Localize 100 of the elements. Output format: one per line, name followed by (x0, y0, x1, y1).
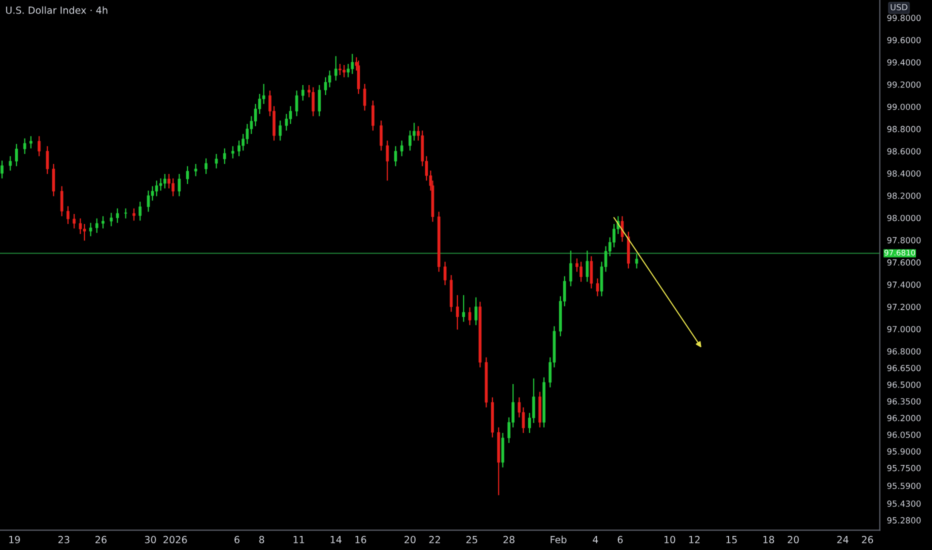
candlestick (357, 60, 360, 94)
candlestick (146, 190, 150, 212)
y-tick-label: 97.2000 (887, 304, 921, 310)
candlestick (178, 174, 181, 196)
x-tick-label: 20 (404, 536, 416, 544)
y-tick-label: 99.2000 (887, 81, 921, 88)
x-tick-label: 19 (9, 536, 20, 544)
candlestick (456, 295, 459, 330)
candlestick (124, 208, 128, 218)
candlestick (60, 186, 64, 216)
y-tick-label: 95.2800 (887, 517, 921, 524)
x-tick-label: 26 (95, 536, 107, 544)
y-tick-label: 95.5900 (887, 482, 921, 490)
candlestick (29, 136, 32, 148)
candlestick (278, 120, 282, 141)
y-tick-label: 98.4000 (887, 170, 921, 177)
candlestick (223, 148, 226, 164)
candlestick (590, 256, 593, 288)
y-tick-label: 98.6000 (887, 148, 921, 154)
x-tick-label: Feb (550, 536, 566, 544)
candlestick (295, 90, 298, 116)
y-tick-label: 99.0000 (887, 104, 921, 110)
candlestick (116, 208, 119, 223)
candlestick (328, 70, 332, 88)
candlestick (346, 64, 350, 78)
candlestick (324, 77, 327, 96)
candlestick (0, 160, 4, 178)
x-tick-label: 18 (763, 536, 774, 544)
candlestick (238, 140, 240, 156)
candlestick (8, 156, 12, 171)
x-tick-label: 6 (234, 536, 240, 544)
candlestick (46, 146, 49, 174)
candlestick (586, 250, 589, 282)
y-tick-label: 96.2000 (887, 414, 921, 422)
candlestick (163, 174, 166, 188)
y-tick-label: 95.7500 (887, 464, 921, 472)
x-tick-label: 30 (144, 536, 156, 544)
y-tick-label: 98.2000 (887, 192, 921, 199)
candlestick (78, 218, 82, 234)
candlestick (312, 87, 315, 116)
candlestick (168, 174, 170, 188)
y-tick-label: 99.6000 (887, 36, 921, 44)
x-tick-label: 24 (837, 536, 848, 544)
x-tick-label: 23 (58, 536, 70, 544)
candlestick (102, 216, 104, 228)
y-tick-label: 96.6500 (887, 364, 921, 372)
candlestick (284, 114, 288, 131)
candlestick (338, 64, 342, 76)
candlestick (580, 262, 582, 282)
text: USD (890, 4, 908, 10)
candlestick (462, 295, 466, 322)
candlestick (468, 307, 472, 326)
x-tick-label: 25 (466, 536, 478, 544)
candlestick (289, 106, 292, 124)
candlestick (83, 224, 86, 241)
candlestick (15, 144, 18, 166)
x-tick-label: 11 (294, 536, 304, 544)
candlestick (620, 216, 624, 242)
candlestick (408, 130, 412, 151)
y-tick-label: 99.8000 (887, 14, 921, 22)
y-tick-label: 98.0000 (887, 214, 921, 222)
x-tick-label: 10 (664, 536, 676, 544)
x-tick-label: 14 (330, 536, 342, 544)
y-tick-label: 97.4000 (887, 282, 921, 288)
candlestick (95, 218, 98, 233)
candlestick (380, 120, 383, 151)
candlestick (301, 85, 304, 101)
y-tick-label: 97.6000 (887, 259, 921, 266)
x-tick-label: 26 (862, 536, 874, 544)
candlestick (132, 208, 136, 221)
y-tick-label: 96.8000 (887, 348, 921, 355)
y-tick-label: 96.3500 (887, 398, 921, 405)
candlestick (66, 206, 70, 224)
candlestick (52, 164, 56, 196)
candlestick (172, 178, 175, 196)
x-tick-label: 28 (503, 536, 514, 544)
y-tick-label: 98.8000 (887, 126, 921, 132)
candlestick (214, 154, 218, 168)
x-tick-label: 15 (726, 536, 737, 544)
candlestick (394, 146, 398, 166)
candlestick (72, 214, 76, 228)
candlestick (635, 254, 638, 268)
candlestick (89, 222, 92, 236)
y-tick-label: 96.0500 (887, 432, 921, 438)
candlestick (386, 140, 389, 181)
candlestick (444, 262, 446, 286)
candlestick (155, 180, 158, 196)
candlestick (474, 297, 478, 326)
x-tick-label: 20 (788, 536, 799, 544)
candlestick (342, 65, 346, 78)
y-tick-label: 99.4000 (887, 59, 921, 66)
candlestick (569, 250, 572, 286)
candlestick (400, 140, 404, 156)
candlestick (596, 278, 599, 296)
candlestick (159, 178, 162, 191)
candlestick (110, 212, 113, 226)
candlestick (231, 146, 234, 158)
x-tick-label: 4 (592, 536, 598, 544)
candlestick (334, 56, 338, 81)
candlestick (246, 124, 249, 144)
